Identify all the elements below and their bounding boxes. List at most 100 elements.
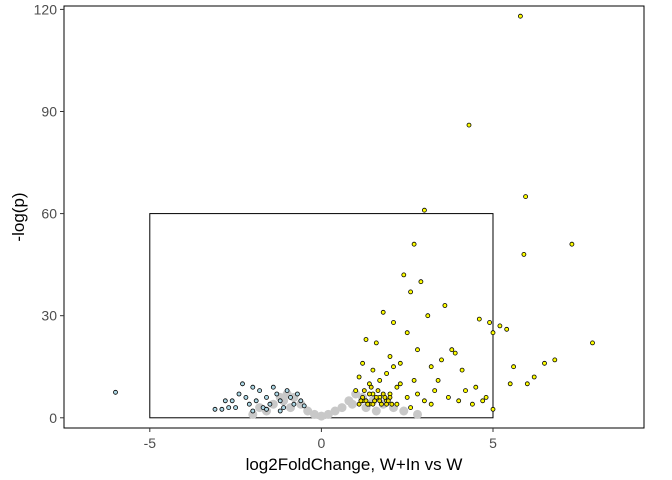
data-point-up (401, 272, 407, 278)
x-tick-label: -5 (144, 435, 157, 451)
data-point-down (288, 394, 293, 400)
data-point-up (360, 360, 366, 366)
data-point-down (294, 391, 300, 397)
data-point-up (452, 350, 458, 356)
data-point-up (518, 13, 523, 19)
x-axis-title: log2FoldChange, W+In vs W (246, 455, 463, 474)
data-point-up (432, 388, 438, 394)
data-point-up (524, 381, 530, 387)
data-point-down (250, 408, 256, 414)
data-point-up (456, 398, 462, 404)
data-point-not-significant (413, 409, 422, 419)
data-point-up-dense (382, 394, 388, 400)
data-point-up (384, 371, 390, 376)
data-point-up (415, 391, 420, 397)
zoom-box (149, 213, 494, 419)
data-point-down (301, 403, 307, 409)
data-point-down (267, 401, 273, 407)
y-tick-label: 90 (41, 104, 57, 120)
data-point-not-significant (248, 409, 258, 419)
data-point-not-significant (371, 406, 381, 416)
data-point-not-significant (347, 399, 357, 409)
data-point-up (428, 401, 434, 407)
data-point-up (353, 388, 359, 394)
data-point-up (569, 241, 575, 247)
data-point-up (483, 394, 489, 400)
data-point-up (531, 374, 537, 380)
data-point-up (442, 303, 448, 308)
data-point-up (542, 360, 547, 366)
data-point-down (229, 398, 235, 404)
y-tick-label: 0 (49, 410, 57, 426)
data-point-not-significant (323, 409, 333, 419)
data-point-up (476, 316, 482, 322)
data-point-down (277, 408, 283, 414)
data-point-down (253, 398, 259, 404)
data-point-up (425, 313, 431, 319)
data-point-up (428, 364, 434, 370)
y-axis-title: -log(p) (9, 192, 28, 241)
data-point-up (411, 241, 417, 247)
data-point-not-significant (255, 403, 265, 413)
data-point-up (391, 364, 396, 370)
data-point-down (284, 388, 290, 394)
data-point-up-dense (365, 401, 371, 407)
data-point-up (590, 340, 595, 346)
data-point-up (469, 401, 475, 407)
data-point-not-significant (337, 403, 347, 413)
points-layer (113, 13, 595, 421)
data-point-down (281, 405, 287, 411)
data-point-not-significant (330, 406, 340, 416)
y-tick-label: 120 (34, 1, 58, 17)
x-tick-label: 0 (317, 435, 325, 451)
data-point-down (277, 398, 283, 404)
y-axis: 0 30 60 90 120 (34, 1, 64, 426)
data-point-up (404, 330, 410, 336)
data-point-down (264, 394, 269, 400)
data-point-down (298, 398, 304, 404)
data-point-up (490, 406, 496, 412)
plot-panel (63, 5, 645, 429)
data-point-up (507, 381, 513, 387)
data-point-not-significant (316, 411, 326, 421)
data-point-up (418, 279, 424, 285)
y-tick-label: 60 (41, 206, 57, 222)
data-point-up (356, 374, 362, 380)
data-point-up (504, 326, 510, 332)
data-point-up (415, 347, 420, 353)
data-point-up (421, 207, 427, 213)
data-point-up (397, 360, 403, 366)
data-point-down (257, 388, 263, 394)
data-point-not-significant (279, 396, 289, 406)
data-point-down (113, 389, 118, 395)
data-point-up (380, 309, 386, 315)
data-point-up-dense (379, 401, 384, 407)
data-point-up (408, 289, 414, 295)
data-point-not-significant (268, 399, 278, 409)
data-point-down (246, 401, 252, 407)
data-point-down (243, 394, 249, 400)
data-point-down (240, 381, 245, 387)
data-point-up (421, 398, 427, 404)
data-point-down (212, 406, 218, 412)
data-point-up (466, 122, 472, 128)
data-point-up-dense (368, 384, 374, 390)
y-tick-label: 30 (41, 308, 57, 324)
data-point-up-dense (366, 391, 372, 397)
data-point-down (291, 401, 297, 407)
data-point-up (404, 394, 410, 400)
data-point-up-dense (361, 388, 367, 394)
data-point-down (219, 406, 225, 412)
data-point-up (490, 330, 496, 336)
data-point-down (250, 384, 256, 390)
data-point-up (370, 367, 376, 373)
data-point-up (408, 405, 414, 411)
data-point-up (463, 388, 468, 394)
data-point-up (411, 377, 417, 383)
data-point-up (521, 251, 527, 257)
data-point-up (459, 367, 465, 373)
data-point-up (363, 337, 369, 342)
data-point-up (394, 401, 400, 407)
data-point-up (523, 194, 528, 200)
